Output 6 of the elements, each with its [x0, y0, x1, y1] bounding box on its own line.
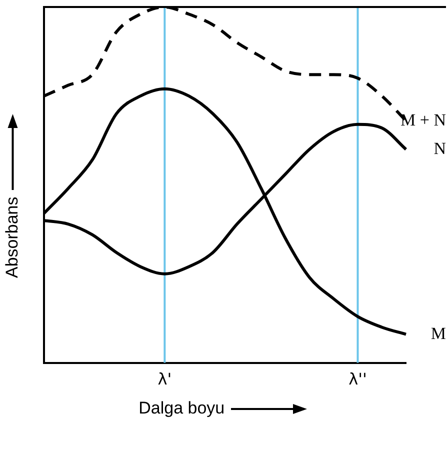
- y-axis-title: Absorbans: [2, 196, 22, 278]
- x-tick-label: λ'': [348, 370, 367, 389]
- series-label: M: [430, 324, 446, 343]
- x-axis-title: Dalga boyu: [138, 398, 225, 418]
- x-tick-label: λ': [158, 370, 172, 389]
- series-label: N: [434, 138, 446, 158]
